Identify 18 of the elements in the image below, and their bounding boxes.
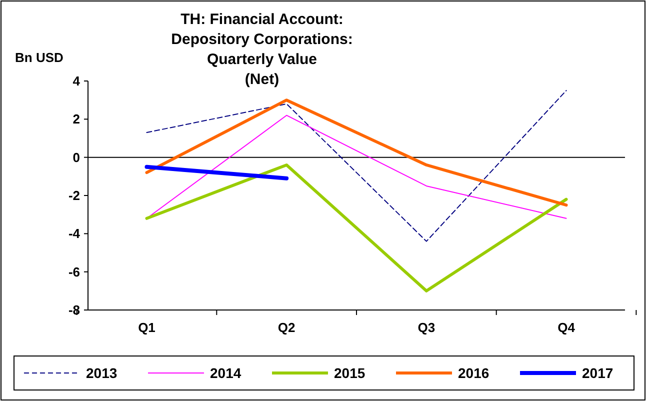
y-tick-label: -8 xyxy=(68,302,80,318)
x-tick-label: Q3 xyxy=(418,320,436,335)
y-tick-label: -2 xyxy=(68,188,80,204)
legend-label: 2014 xyxy=(210,364,242,381)
legend-label: 2013 xyxy=(86,364,118,381)
x-tick-label: Q4 xyxy=(558,320,576,335)
chart-title: TH: Financial Account: Depository Corporations: Quarterly Value (Net) xyxy=(171,11,353,88)
legend-label: 2015 xyxy=(334,364,366,381)
legend-label: 2017 xyxy=(582,364,614,381)
x-tick-label: Q1 xyxy=(138,320,156,335)
x-tick-label: Q2 xyxy=(278,320,296,335)
y-axis-title: Bn USD xyxy=(15,50,64,65)
y-tick-label: 2 xyxy=(72,112,80,127)
y-tick-label: 0 xyxy=(72,150,80,165)
y-tick-label: -6 xyxy=(68,264,80,280)
legend-label: 2016 xyxy=(458,364,490,381)
y-tick-label: 4 xyxy=(72,74,81,89)
y-tick-label: -4 xyxy=(68,226,81,242)
